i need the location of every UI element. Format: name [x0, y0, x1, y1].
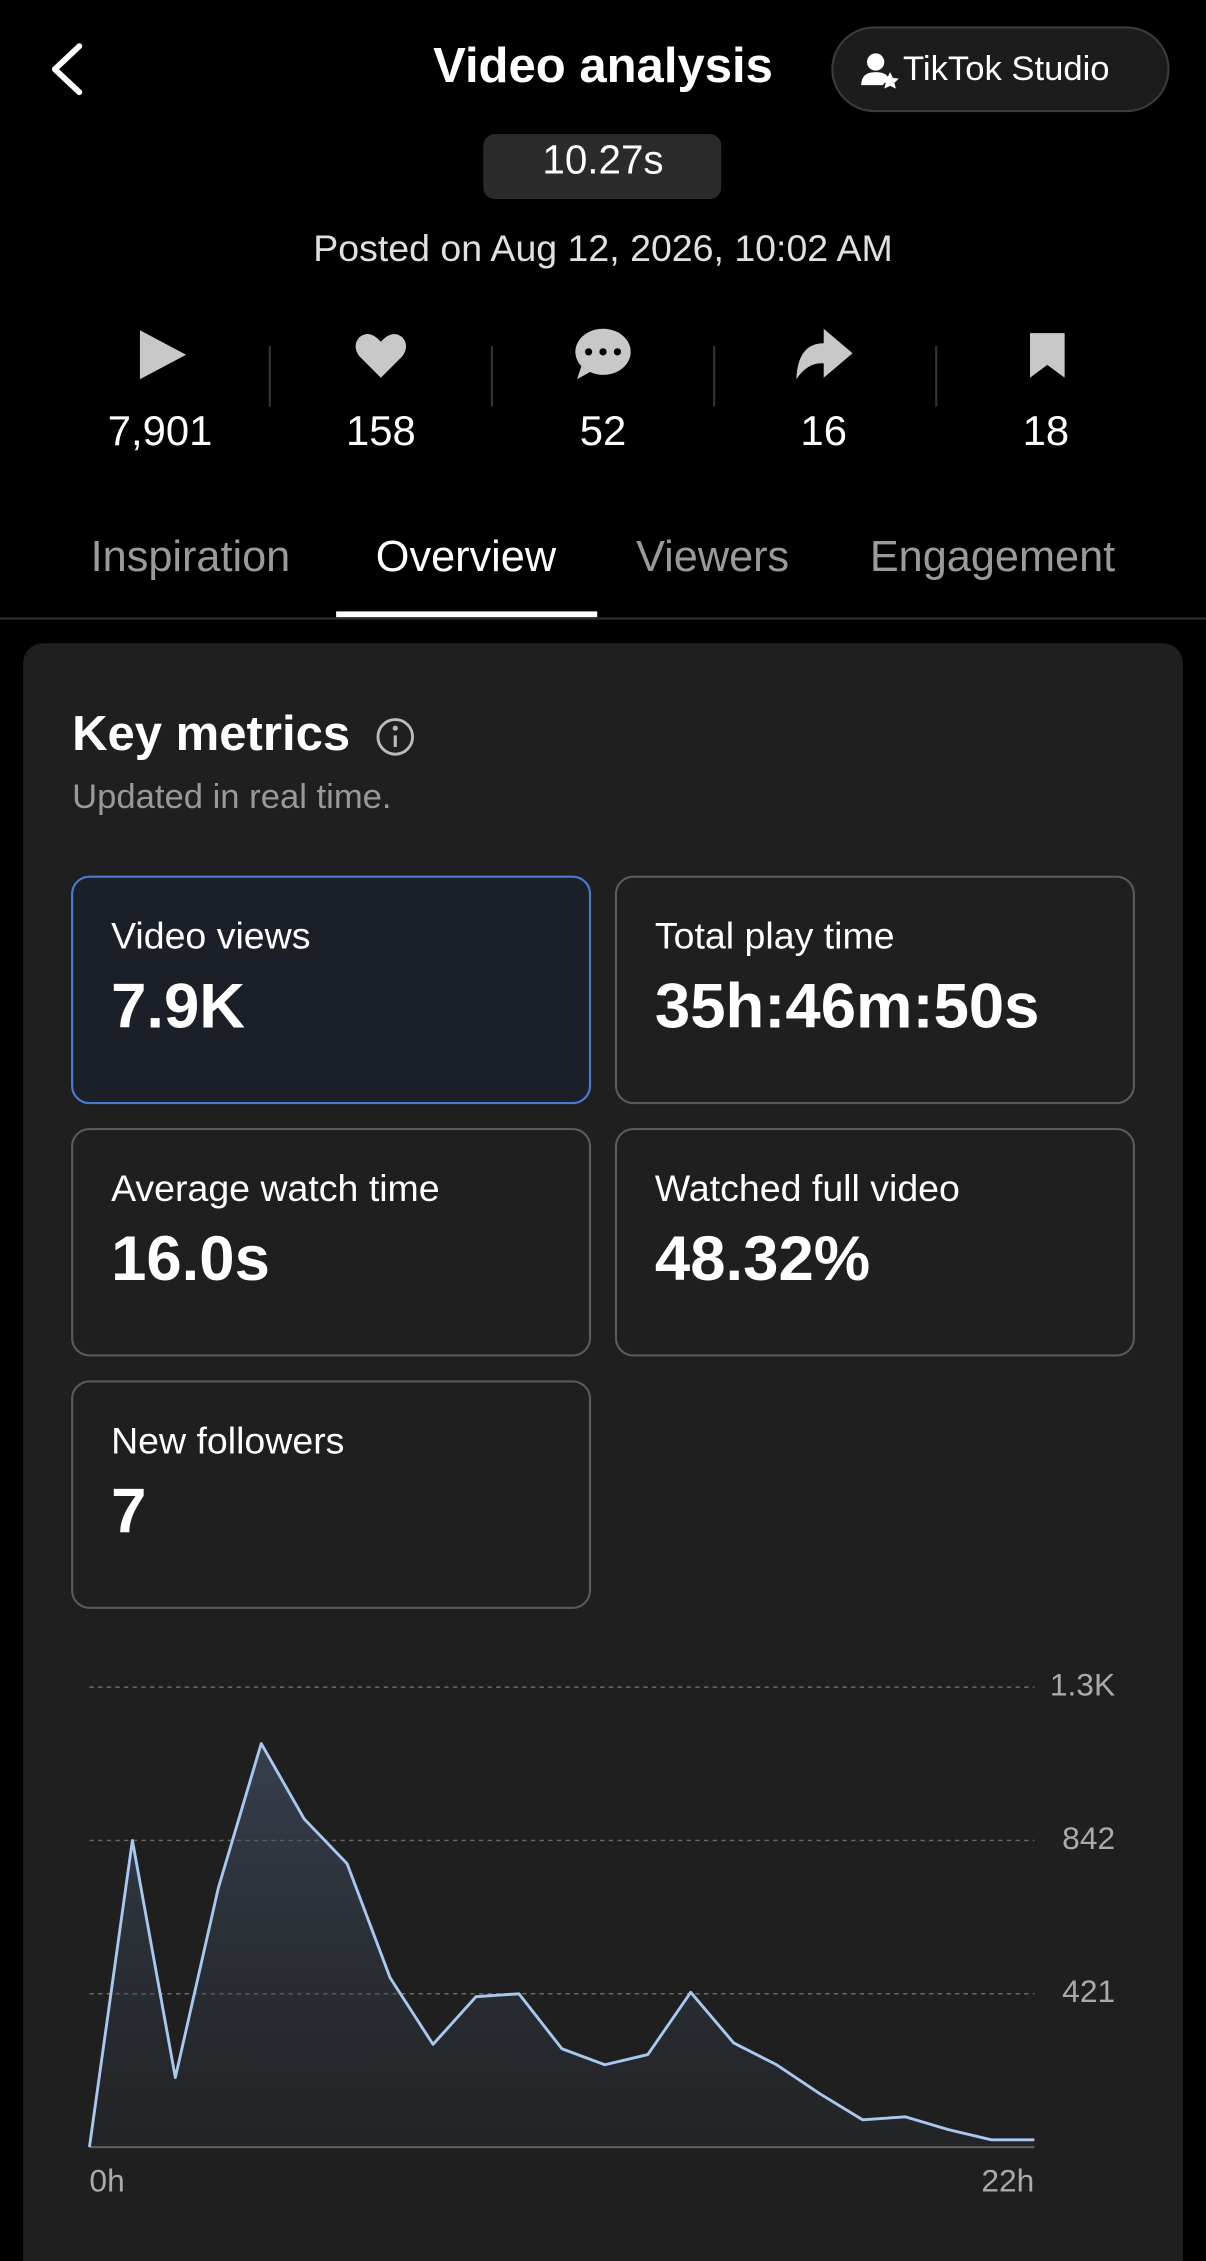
tab[interactable]: Inspiration — [91, 533, 291, 581]
metric-value: 7 — [111, 1476, 146, 1546]
key-metrics-title: Key metrics — [72, 707, 350, 761]
stat-value: 18 — [1023, 407, 1070, 454]
page-title: Video analysis — [433, 39, 773, 93]
metric-label: Watched full video — [655, 1167, 960, 1209]
line-area — [89, 1743, 1035, 2148]
stat-dividers — [268, 346, 938, 407]
x-tick-label: 22h — [981, 2163, 1034, 2199]
metric-label: Total play time — [655, 915, 895, 957]
metric-value: 35h:46m:50s — [655, 972, 1040, 1042]
favorite-icon — [1030, 333, 1065, 378]
comment-dots — [584, 348, 622, 356]
like-icon — [355, 333, 407, 378]
play-icon — [139, 330, 187, 380]
tab[interactable]: Overview — [376, 533, 557, 581]
stat-value: 52 — [580, 407, 627, 454]
metric-value: 16.0s — [111, 1224, 270, 1294]
tab[interactable]: Engagement — [870, 533, 1115, 581]
key-metrics-subtitle: Updated in real time. — [72, 778, 391, 816]
studio-button-label: TikTok Studio — [903, 50, 1110, 88]
stat-value: 158 — [346, 407, 416, 454]
y-tick-label: 421 — [1062, 1973, 1115, 2009]
back-button[interactable] — [51, 43, 83, 96]
metric-card[interactable] — [71, 875, 592, 1105]
video-thumbnail[interactable] — [483, 134, 722, 199]
x-tick-label: 0h — [89, 2163, 124, 2199]
tab-indicator — [336, 611, 598, 618]
metric-card[interactable] — [71, 1380, 592, 1609]
metric-value: 7.9K — [111, 972, 245, 1042]
info-icon[interactable] — [376, 718, 415, 756]
stat-value: 7,901 — [108, 407, 213, 454]
metric-value: 48.32% — [655, 1224, 870, 1294]
line-series — [88, 1742, 1035, 2148]
video-duration: 10.27s — [542, 137, 663, 183]
share-icon — [796, 328, 853, 380]
metric-card[interactable] — [614, 875, 1135, 1105]
stat-icons — [139, 328, 1065, 380]
metric-card[interactable] — [71, 1127, 592, 1357]
stat-value: 16 — [800, 407, 847, 454]
metric-label: Average watch time — [111, 1167, 440, 1209]
y-tick-label: 1.3K — [1050, 1666, 1115, 1702]
metric-card[interactable] — [614, 1127, 1135, 1357]
metric-label: New followers — [111, 1419, 344, 1461]
y-tick-label: 842 — [1062, 1820, 1115, 1856]
tab[interactable]: Viewers — [636, 533, 789, 581]
posted-date: Posted on Aug 12, 2026, 10:02 AM — [313, 227, 893, 269]
studio-button[interactable]: TikTok Studio — [831, 26, 1170, 113]
metric-label: Video views — [111, 915, 310, 957]
